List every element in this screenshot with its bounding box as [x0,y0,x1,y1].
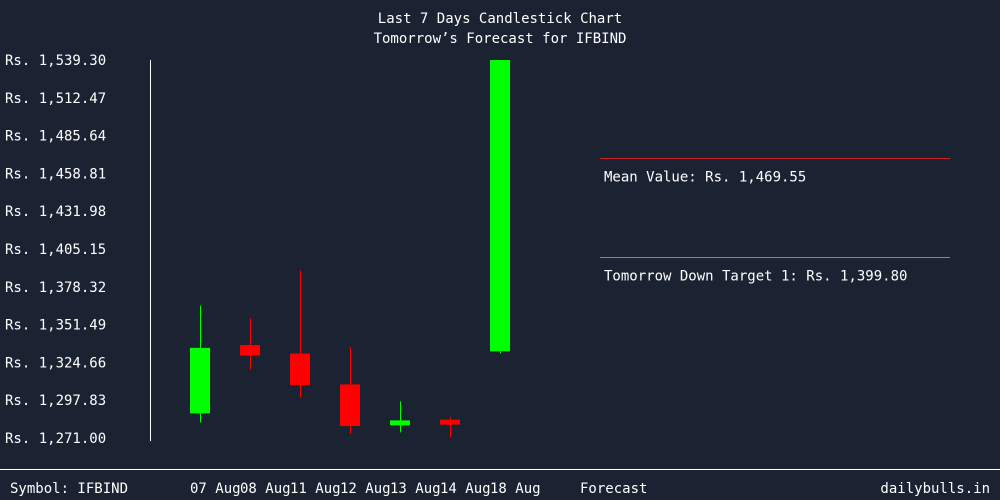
candles-group [190,60,510,438]
forecast-label: Forecast [580,481,647,497]
reference-lines: Mean Value: Rs. 1,469.55 Tomorrow Down Ta… [600,158,950,285]
x-tick-label: 18 Aug [490,481,541,497]
reference-line-label: Tomorrow Down Target 1: Rs. 1,399.80 [604,269,907,285]
chart-title: Last 7 Days Candlestick Chart [378,11,622,27]
symbol-label: Symbol: IFBIND [10,481,128,497]
candle-body [490,60,510,352]
y-tick-label: Rs. 1,351.49 [5,318,106,334]
x-tick-label: 13 Aug [390,481,441,497]
x-tick-label: 08 Aug [240,481,291,497]
y-tick-label: Rs. 1,271.00 [5,431,106,447]
y-tick-label: Rs. 1,458.81 [5,166,106,182]
chart-subtitle: Tomorrow’s Forecast for IFBIND [374,31,627,47]
brand-label: dailybulls.in [880,481,990,497]
candle-body [290,353,310,386]
y-tick-label: Rs. 1,405.15 [5,242,106,258]
candle-body [240,345,260,356]
candle-body [190,347,210,414]
x-tick-label: 07 Aug [190,481,241,497]
y-tick-label: Rs. 1,485.64 [5,129,106,145]
reference-line-label: Mean Value: Rs. 1,469.55 [604,170,806,186]
y-tick-label: Rs. 1,512.47 [5,91,106,107]
candle-body [440,419,460,425]
candle-body [390,420,410,426]
x-tick-labels: 07 Aug 08 Aug 11 Aug 12 Aug 13 Aug 14 Aug 18 A… [190,481,541,497]
y-tick-labels: Rs. 1,539.30 Rs. 1,512.47 Rs. 1,485.64 Rs. … [5,53,106,447]
y-tick-label: Rs. 1,539.30 [5,53,106,69]
y-tick-label: Rs. 1,431.98 [5,204,106,220]
x-tick-label: 12 Aug [340,481,391,497]
y-tick-label: Rs. 1,378.32 [5,280,106,296]
y-tick-label: Rs. 1,324.66 [5,355,106,371]
y-tick-label: Rs. 1,297.83 [5,393,106,409]
x-tick-label: 11 Aug [290,481,341,497]
x-tick-label: 14 Aug [440,481,491,497]
candle-body [340,384,360,427]
